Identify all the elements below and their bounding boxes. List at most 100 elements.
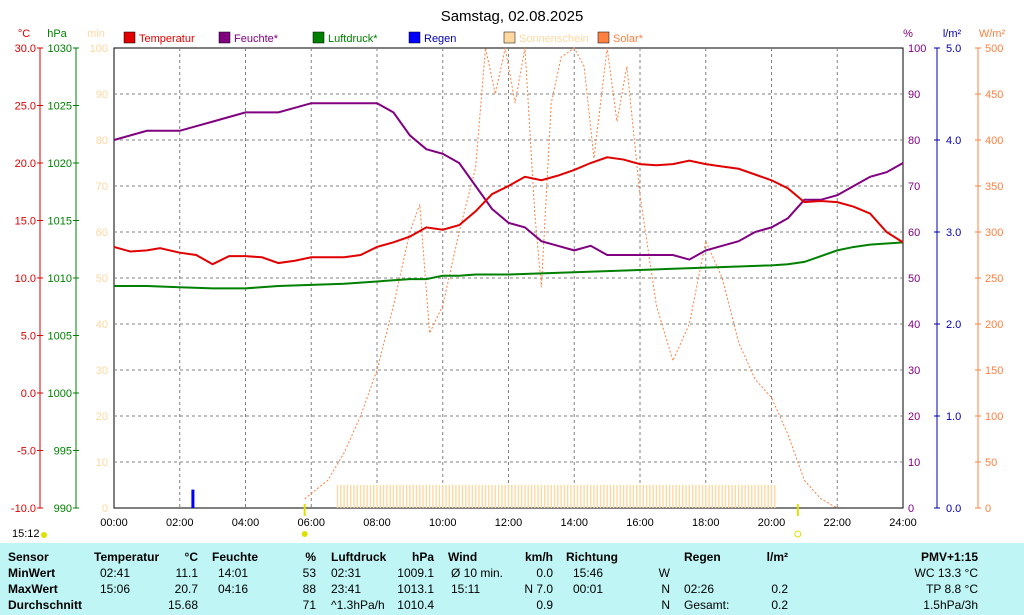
solar-tick-label: 50 [985, 457, 997, 469]
pressure-tick-label: 990 [54, 503, 72, 515]
x-tick-label: 06:00 [297, 517, 325, 529]
x-tick-label: 10:00 [429, 517, 457, 529]
sun-tick-label: 20 [96, 411, 108, 423]
humidity-line [113, 102, 904, 261]
stats-row-label: MaxWert [8, 582, 58, 596]
chart-axes: °C hPa min% l/m² W/m² 30.0 25.0 20.0 15.0 10.0 5.0… [11, 28, 1006, 529]
sun-tick-label: 50 [96, 273, 108, 285]
stats-header: Luftdruck [331, 550, 387, 564]
legend-swatch [408, 31, 421, 44]
solar-tick-label: 450 [985, 89, 1003, 101]
sun-tick-label: 60 [96, 227, 108, 239]
legend-label: Feuchte* [234, 33, 279, 45]
x-tick-label: 04:00 [232, 517, 260, 529]
sun-tick-label: 90 [96, 89, 108, 101]
pressure-tick-label: 1025 [48, 101, 72, 113]
current-time-label: 15:12 [12, 528, 40, 540]
humidity-tick-label: 70 [908, 181, 920, 193]
pmv-value: TP 8.8 °C [926, 582, 978, 596]
humidity-tick-label: 0 [908, 503, 914, 515]
wind-value: N 7.0 [524, 582, 553, 596]
rain-tick-label: 5.0 [946, 43, 961, 55]
rain-time: Gesamt: [684, 598, 730, 612]
legend-swatch [123, 31, 136, 44]
sun-tick-label: 30 [96, 365, 108, 377]
direction-time: 15:46 [573, 566, 604, 580]
stats-header: l/m² [766, 550, 788, 564]
sunrise-dot [301, 531, 308, 537]
temp-tick-label: 0.0 [21, 388, 36, 400]
solar-axis-unit: W/m² [979, 28, 1006, 40]
humidity-tick-label: 10 [908, 457, 920, 469]
temp-tick-label: 15.0 [15, 216, 36, 228]
solar-tick-label: 500 [985, 43, 1003, 55]
solar-tick-label: 350 [985, 181, 1003, 193]
stats-header: Sensor [8, 550, 49, 564]
x-tick-label: 18:00 [692, 517, 720, 529]
temp-tick-label: 20.0 [15, 158, 36, 170]
humidity-tick-label: 100 [908, 43, 926, 55]
wind-label: Ø 10 min. [451, 566, 504, 580]
humidity-tick-label: 60 [908, 227, 920, 239]
direction-time: 00:01 [573, 582, 604, 596]
temp-time: 15:06 [100, 582, 131, 596]
pressure-tick-label: 995 [54, 446, 72, 458]
legend-label: Temperatur [139, 33, 195, 45]
humidity-time: 14:01 [218, 566, 249, 580]
humidity-time: 04:16 [218, 582, 249, 596]
direction-value: N [661, 582, 670, 596]
pressure-tick-label: 1015 [48, 216, 72, 228]
stats-header: km/h [524, 550, 553, 564]
humidity-value: 71 [302, 598, 316, 612]
sun-tick-label: 80 [96, 135, 108, 147]
sun-tick-label: 0 [102, 503, 108, 515]
stats-header: Wind [448, 550, 478, 564]
pressure-tick-label: 1020 [48, 158, 72, 170]
temp-time: 02:41 [100, 566, 131, 580]
sunset-dot [794, 530, 802, 538]
stats-row-label: MinWert [8, 566, 56, 580]
solar-tick-label: 100 [985, 411, 1003, 423]
rain-time: 02:26 [684, 582, 715, 596]
stats-header: Regen [684, 550, 721, 564]
stats-header: °C [184, 550, 198, 564]
legend-swatch [218, 31, 231, 44]
sun-tick-label: 100 [90, 43, 108, 55]
humidity-tick-label: 80 [908, 135, 920, 147]
temp-axis-unit: °C [18, 28, 30, 40]
wind-value: 0.9 [536, 598, 553, 612]
rain-tick-label: 3.0 [946, 227, 961, 239]
time-dot [41, 532, 47, 538]
temp-tick-label: -5.0 [17, 446, 36, 458]
legend-swatch [597, 31, 610, 44]
plot-area [41, 47, 904, 538]
temp-value: 11.1 [175, 566, 198, 580]
pressure-axis-unit: hPa [47, 28, 67, 40]
x-tick-label: 08:00 [363, 517, 391, 529]
legend-label: Sonnenschein [519, 33, 589, 45]
rain-axis-unit: l/m² [943, 28, 962, 40]
temp-tick-label: 5.0 [21, 331, 36, 343]
pmv-value: WC 13.3 °C [914, 566, 978, 580]
solar-tick-label: 0 [985, 503, 991, 515]
pressure-time: 23:41 [331, 582, 362, 596]
pressure-tick-label: 1030 [48, 43, 72, 55]
wind-value: 0.0 [536, 566, 553, 580]
rain-tick-label: 2.0 [946, 319, 961, 331]
pmv-value: 1.5hPa/3h [923, 598, 978, 612]
legend-label: Luftdruck* [328, 33, 378, 45]
chart-legend: Temperatur Feuchte* Luftdruck* Regen Sonnens… [123, 31, 644, 45]
pressure-tick-label: 1010 [48, 273, 72, 285]
rain-tick-label: 1.0 [946, 411, 961, 423]
rain-value: 0.2 [771, 582, 788, 596]
stats-header: Feuchte [212, 550, 259, 564]
stats-header: PMV+1:15 [920, 550, 978, 564]
pressure-value: 1010.4 [397, 598, 434, 612]
chart-title: Samstag, 02.08.2025 [441, 8, 584, 25]
sun-tick-label: 70 [96, 181, 108, 193]
temp-value: 20.7 [174, 582, 198, 596]
pressure-line [114, 241, 904, 290]
pressure-tick-label: 1000 [48, 388, 72, 400]
stats-header: Richtung [566, 550, 618, 564]
temp-tick-label: 30.0 [15, 43, 36, 55]
